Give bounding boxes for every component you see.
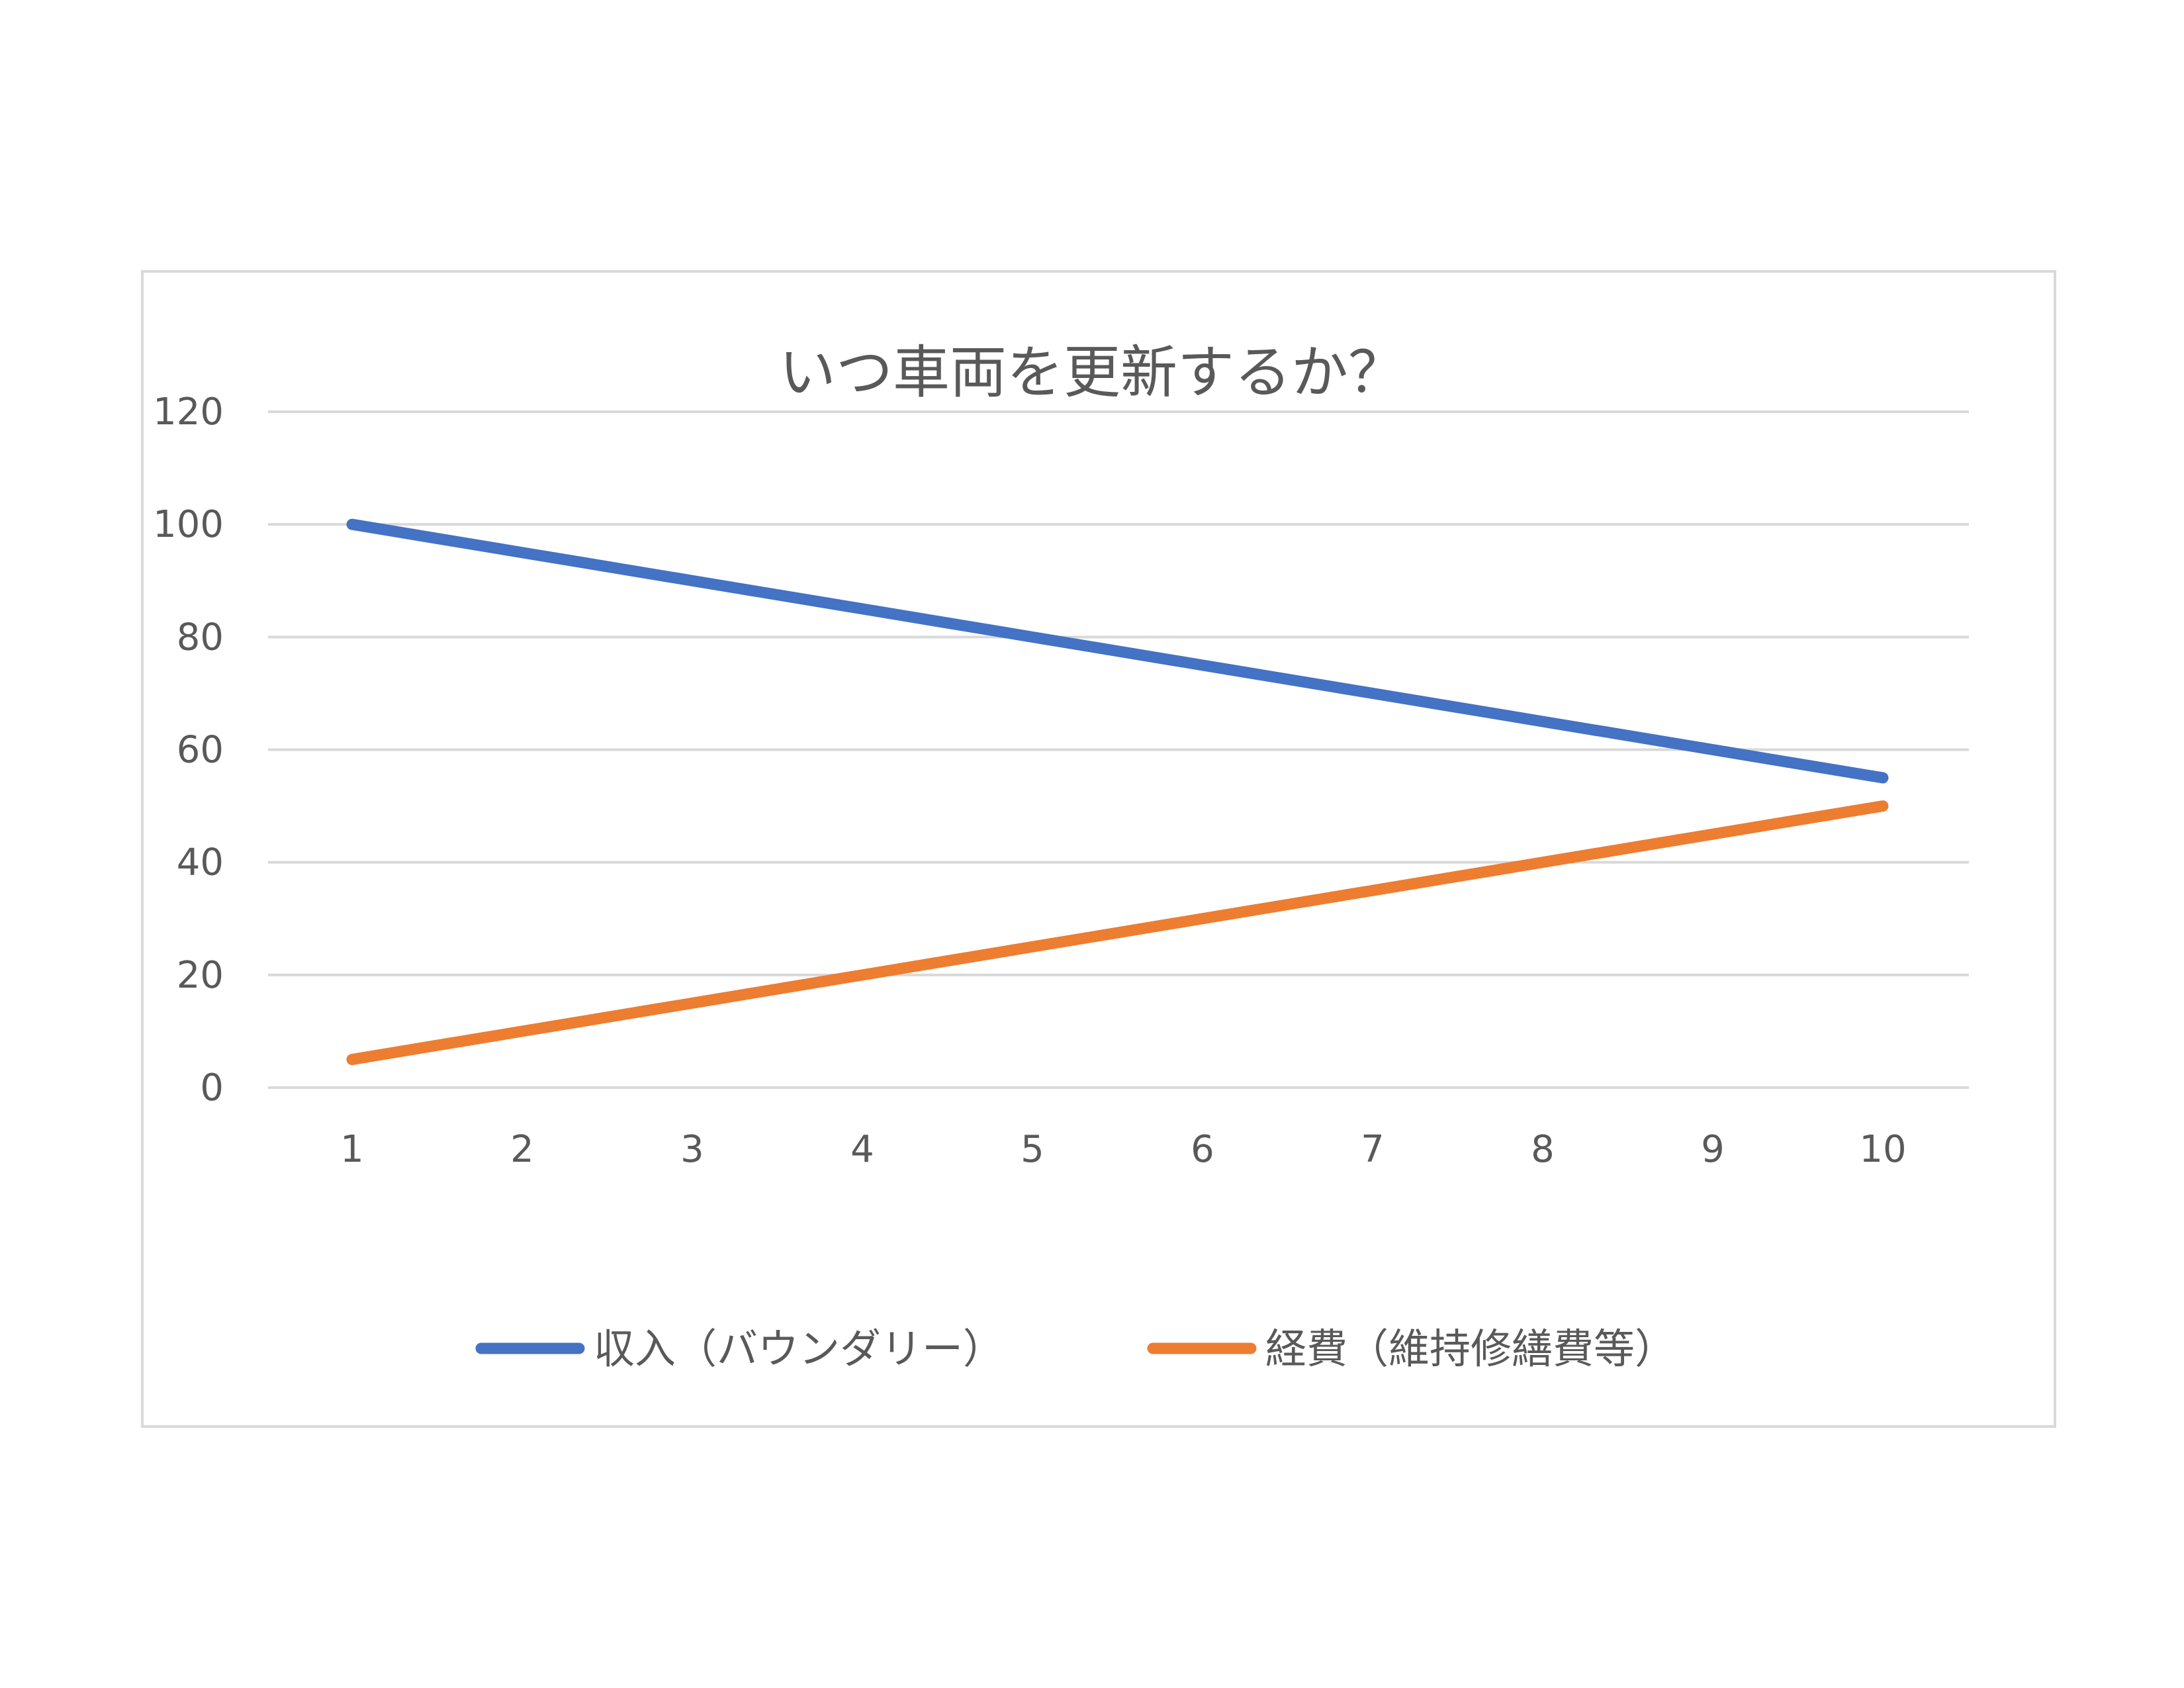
x-tick-label: 4 (850, 1128, 874, 1171)
x-tick-label: 5 (1021, 1128, 1044, 1171)
x-tick-label: 9 (1701, 1128, 1725, 1171)
x-tick-label: 1 (340, 1128, 364, 1171)
chart-frame (141, 270, 2056, 1428)
y-tick-label: 80 (177, 616, 224, 659)
gridlines (268, 410, 1969, 1089)
y-tick-label: 0 (200, 1066, 224, 1109)
x-tick-label: 7 (1361, 1128, 1385, 1171)
y-tick-label: 120 (153, 391, 224, 434)
x-tick-label: 6 (1191, 1128, 1214, 1171)
y-tick-label: 20 (177, 954, 224, 997)
y-tick-label: 60 (177, 729, 224, 772)
legend-label-2: 経費（維持修繕費等） (1265, 1325, 1676, 1373)
x-tick-label: 8 (1531, 1128, 1555, 1171)
y-tick-label: 40 (177, 841, 224, 884)
x-tick-label: 10 (1859, 1128, 1906, 1171)
x-tick-label: 3 (680, 1128, 704, 1171)
series-lines (346, 518, 1889, 1065)
series-line-2 (346, 800, 1889, 1065)
legend: 収入（バウンダリー） 経費（維持修繕費等） (475, 1325, 1676, 1373)
x-axis-tick-labels: 1 2 3 4 5 6 7 8 9 10 (340, 1128, 1906, 1171)
chart-title: いつ車両を更新するか？ (779, 340, 1405, 406)
legend-label-1: 収入（バウンダリー） (594, 1325, 1004, 1373)
series-line-1 (346, 518, 1889, 784)
x-tick-label: 2 (510, 1128, 534, 1171)
y-tick-label: 100 (153, 503, 224, 546)
y-axis-tick-labels: 0 20 40 60 80 100 120 (153, 391, 224, 1109)
